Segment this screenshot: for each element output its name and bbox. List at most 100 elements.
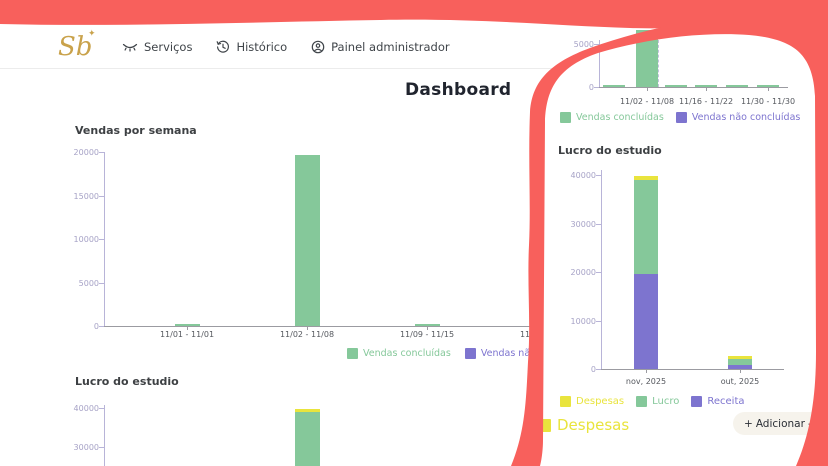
y-tick-mark [99, 195, 104, 197]
nav-item-servicos[interactable]: Serviços [122, 40, 192, 54]
legend-label: Despesas [557, 416, 630, 434]
x-tick-label: out, 2025 [720, 377, 760, 386]
y-axis-line [104, 152, 105, 326]
bar-segment [726, 84, 748, 87]
bar-segment [603, 84, 625, 87]
y-tick-label: 30000 [73, 443, 99, 452]
y-axis-line [601, 170, 602, 369]
brand-logo[interactable]: Sb ✦ [58, 30, 108, 62]
adicionar-button[interactable]: + Adicionar → [733, 412, 828, 435]
chart-title: Lucro do estudio [75, 375, 179, 388]
x-tick-mark [307, 326, 308, 330]
nav-item-label: Painel administrador [331, 40, 450, 54]
bar-segment [634, 274, 658, 369]
nav-item-historico[interactable]: Histórico [216, 40, 287, 54]
legend-swatch [675, 112, 687, 123]
y-tick-label: 5000 [78, 278, 99, 288]
x-axis-line [599, 87, 788, 88]
y-tick-mark [99, 326, 104, 327]
legend-swatch [691, 396, 703, 407]
bar-segment [634, 176, 658, 181]
x-tick-label: 11/01 - 11/01 [159, 330, 215, 339]
y-tick-mark [99, 239, 104, 240]
chart-cursor-line [658, 40, 659, 87]
history-clock-icon [216, 40, 230, 54]
bar-segment [174, 323, 200, 326]
x-axis-line [601, 369, 784, 370]
legend-item[interactable]: Receita [691, 396, 745, 407]
y-tick-label: 5000 [573, 39, 594, 49]
bar-segment [634, 180, 658, 275]
bar-segment [728, 355, 752, 360]
nav-item-label: Histórico [236, 40, 288, 54]
bar-segment [636, 30, 658, 87]
y-tick-mark [596, 175, 601, 176]
chart-vendas-por-semana: Vendas por semana 0 5000 10000 15000 20000 11… [74, 124, 575, 364]
legend-swatch [464, 348, 476, 359]
legend-despesas-large[interactable]: Despesas [538, 416, 629, 434]
x-tick-label: 11/09 - 11/15 [399, 330, 455, 339]
legend-swatch [347, 348, 358, 359]
x-tick-mark [740, 369, 741, 373]
y-tick-mark [99, 447, 104, 448]
y-tick-label: 15000 [73, 191, 99, 201]
legend-item[interactable]: Vendas concluídas [560, 112, 664, 123]
logo-text: Sb [58, 32, 93, 62]
legend-label: Vendas não concluídas [691, 112, 801, 123]
nav-item-painel-administrador[interactable]: Painel administrador [311, 40, 450, 54]
y-tick-label: 0 [588, 83, 594, 92]
y-axis-line [599, 40, 600, 87]
legend-swatch [560, 396, 571, 407]
bar-segment [294, 154, 320, 326]
y-tick-label: 20000 [570, 268, 596, 277]
legend-label: Vendas concluídas [576, 112, 664, 123]
x-tick-label: 11/30 - 11/30 [740, 97, 796, 106]
legend-swatch [636, 396, 648, 407]
chart-legend: Despesas Lucro Receita [560, 396, 745, 407]
x-tick-mark [187, 326, 188, 330]
chart-title: Vendas por semana [75, 124, 197, 137]
bar-segment [294, 409, 320, 413]
y-tick-label: 20000 [73, 148, 99, 157]
navbar-divider [0, 68, 560, 69]
bar-segment [728, 359, 752, 366]
bar-segment [294, 412, 320, 466]
y-tick-label: 10000 [570, 316, 596, 326]
legend-item[interactable]: Vendas concluídas [347, 348, 451, 359]
y-tick-mark [99, 282, 104, 284]
x-tick-mark [647, 87, 648, 91]
legend-label: Lucro [652, 396, 680, 407]
y-axis-line [104, 405, 105, 466]
plus-icon: + [744, 417, 753, 430]
legend-label: Vendas concluídas [363, 348, 451, 359]
legend-item[interactable]: Lucro [636, 396, 679, 407]
y-tick-mark [594, 43, 599, 45]
y-tick-label: 10000 [73, 235, 99, 244]
y-tick-mark [596, 320, 601, 322]
bar-segment [414, 323, 440, 326]
y-tick-label: 0 [590, 365, 596, 374]
y-tick-label: 40000 [570, 171, 596, 180]
x-tick-label: nov, 2025 [625, 377, 667, 386]
legend-swatch [560, 112, 571, 123]
sparkle-icon: ✦ [88, 29, 96, 39]
x-tick-mark [706, 87, 707, 91]
y-tick-label: 30000 [570, 219, 596, 229]
x-tick-label: 11/02 - 11/08 [279, 330, 335, 339]
x-tick-mark [768, 87, 769, 91]
chart-legend: Vendas concluídas Vendas não concluídas [560, 112, 800, 123]
x-tick-mark [646, 369, 647, 373]
legend-label: Despesas [576, 396, 625, 407]
admin-badge-icon [311, 40, 325, 54]
legend-item[interactable]: Despesas [560, 396, 624, 407]
legend-swatch [538, 418, 551, 432]
x-tick-mark [427, 326, 428, 330]
bar-segment [665, 84, 687, 87]
page-title: Dashboard [405, 80, 512, 100]
legend-item[interactable]: Vendas não concluídas [675, 112, 801, 123]
y-tick-label: 40000 [73, 404, 99, 413]
arrow-right-icon: → [807, 416, 818, 431]
